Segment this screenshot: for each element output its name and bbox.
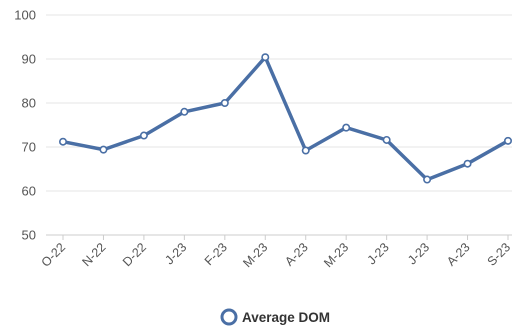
y-tick-label: 90 (22, 52, 36, 67)
x-tick-label: M-23 (240, 240, 270, 270)
data-point[interactable] (503, 136, 512, 145)
y-tick-label: 100 (14, 8, 36, 23)
x-tick-label: J-23 (405, 240, 432, 267)
data-point[interactable] (423, 175, 432, 184)
x-tick-label: J-23 (365, 240, 392, 267)
x-tick-label: A-23 (282, 240, 311, 269)
data-point[interactable] (301, 146, 310, 155)
y-tick-label: 80 (22, 96, 36, 111)
x-tick-label: S-23 (485, 240, 514, 269)
y-axis-ticks: 50 60 70 80 90 100 (14, 8, 36, 243)
legend-marker (220, 308, 238, 326)
x-axis-ticks: O-22 N-22 D-22 J-23 F-23 M-23 A-23 M-23 J-23 J-23… (39, 235, 514, 270)
x-tick-label: N-22 (80, 240, 109, 269)
data-point[interactable] (342, 123, 351, 132)
data-point[interactable] (382, 135, 391, 144)
legend-label: Average DOM (242, 310, 330, 325)
x-tick-label: M-23 (321, 240, 351, 270)
data-point[interactable] (99, 145, 108, 154)
data-point[interactable] (180, 107, 189, 116)
data-point[interactable] (139, 131, 148, 140)
x-tick-label: D-22 (120, 240, 149, 269)
x-tick-label: A-23 (444, 240, 473, 269)
x-tick-label: F-23 (202, 240, 230, 268)
series-line-0 (61, 55, 510, 182)
x-tick-label: J-23 (162, 240, 189, 267)
data-point[interactable] (261, 53, 270, 62)
grid-lines (46, 14, 512, 236)
y-tick-label: 70 (22, 140, 36, 155)
data-point[interactable] (58, 137, 67, 146)
y-tick-label: 50 (22, 228, 36, 243)
data-point[interactable] (220, 99, 229, 108)
x-tick-label: O-22 (39, 240, 69, 270)
y-tick-label: 60 (22, 184, 36, 199)
legend[interactable]: Average DOM (220, 308, 330, 326)
data-point[interactable] (463, 159, 472, 168)
series-layer (58, 53, 512, 184)
